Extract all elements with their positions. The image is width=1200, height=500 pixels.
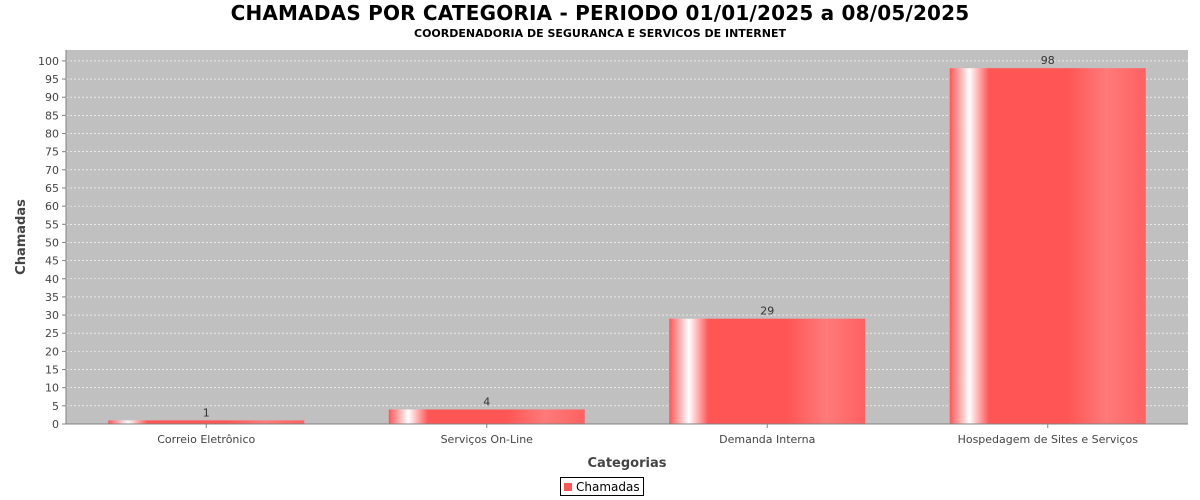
legend-label: Chamadas (576, 479, 640, 494)
bar-data-label: 98 (1041, 54, 1055, 67)
x-axis-ticks: Correio Eletrônico Serviços On-Line Demand… (157, 424, 1138, 446)
y-tick-label: 80 (45, 128, 59, 141)
bar (108, 420, 305, 424)
y-tick-label: 0 (52, 418, 59, 431)
y-axis-title: Chamadas (14, 199, 29, 275)
y-tick-label: 10 (45, 382, 59, 395)
x-tick-label: Demanda Interna (719, 433, 815, 446)
y-tick-label: 5 (52, 400, 59, 413)
y-tick-label: 20 (45, 345, 59, 358)
legend-swatch (564, 482, 572, 491)
x-tick-label: Hospedagem de Sites e Serviços (958, 433, 1139, 446)
y-tick-label: 50 (45, 236, 59, 249)
bar-data-label: 4 (483, 395, 490, 408)
y-tick-label: 60 (45, 200, 59, 213)
bar (669, 318, 866, 424)
gridlines (66, 60, 1188, 407)
y-tick-label: 35 (45, 291, 59, 304)
x-tick-label: Correio Eletrônico (157, 433, 255, 446)
y-tick-label: 85 (45, 109, 59, 122)
y-tick-label: 25 (45, 327, 59, 340)
bar-data-label: 29 (760, 305, 774, 318)
y-tick-label: 45 (45, 255, 59, 268)
y-axis-ticks: 0 5 10 15 20 25 30 35 40 45 50 55 60 65 70 75 80 85 90 95 10… (38, 55, 66, 431)
y-tick-label: 40 (45, 273, 59, 286)
x-tick-label: Serviços On-Line (441, 433, 534, 446)
y-tick-label: 55 (45, 218, 59, 231)
y-tick-label: 70 (45, 164, 59, 177)
y-tick-label: 100 (38, 55, 59, 68)
y-tick-label: 15 (45, 364, 59, 377)
bars: 1 4 29 98 (108, 54, 1146, 425)
y-tick-label: 65 (45, 182, 59, 195)
chart-title: CHAMADAS POR CATEGORIA - PERIODO 01/01/2… (230, 1, 970, 25)
y-tick-label: 95 (45, 73, 59, 86)
y-tick-label: 90 (45, 91, 59, 104)
bar (388, 409, 585, 424)
y-tick-label: 75 (45, 146, 59, 159)
bar (949, 68, 1146, 425)
chart-subtitle: COORDENADORIA DE SEGURANCA E SERVICOS DE… (414, 27, 786, 40)
bar-data-label: 1 (203, 406, 210, 419)
x-axis-title: Categorias (588, 456, 667, 471)
legend: Chamadas (560, 477, 644, 496)
y-tick-label: 30 (45, 309, 59, 322)
